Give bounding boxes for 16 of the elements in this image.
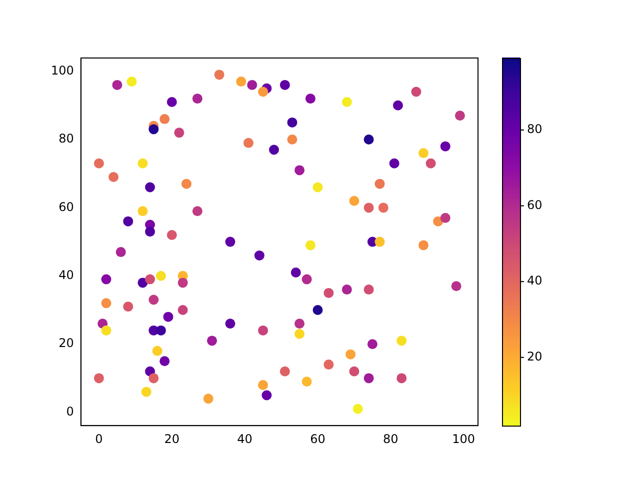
- y-tick-label: 20: [58, 336, 74, 350]
- color-bar-label: 40: [527, 274, 542, 288]
- y-tick-label: 100: [51, 63, 74, 78]
- color-bar-label: 80: [527, 122, 542, 136]
- y-tick-label: 0: [66, 404, 74, 418]
- x-tick-label: 60: [310, 432, 326, 446]
- x-tick-label: 0: [95, 432, 103, 446]
- x-tick-label: 100: [452, 432, 476, 446]
- y-tick-label: 80: [58, 132, 74, 146]
- x-tick-label: 80: [383, 432, 398, 446]
- color-bar-label: 20: [527, 350, 542, 364]
- color-bar-label: 60: [527, 198, 542, 212]
- x-tick-label: 20: [164, 432, 180, 446]
- x-tick-label: 40: [237, 432, 252, 446]
- y-tick-label: 40: [58, 268, 74, 282]
- y-tick-label: 60: [58, 200, 74, 214]
